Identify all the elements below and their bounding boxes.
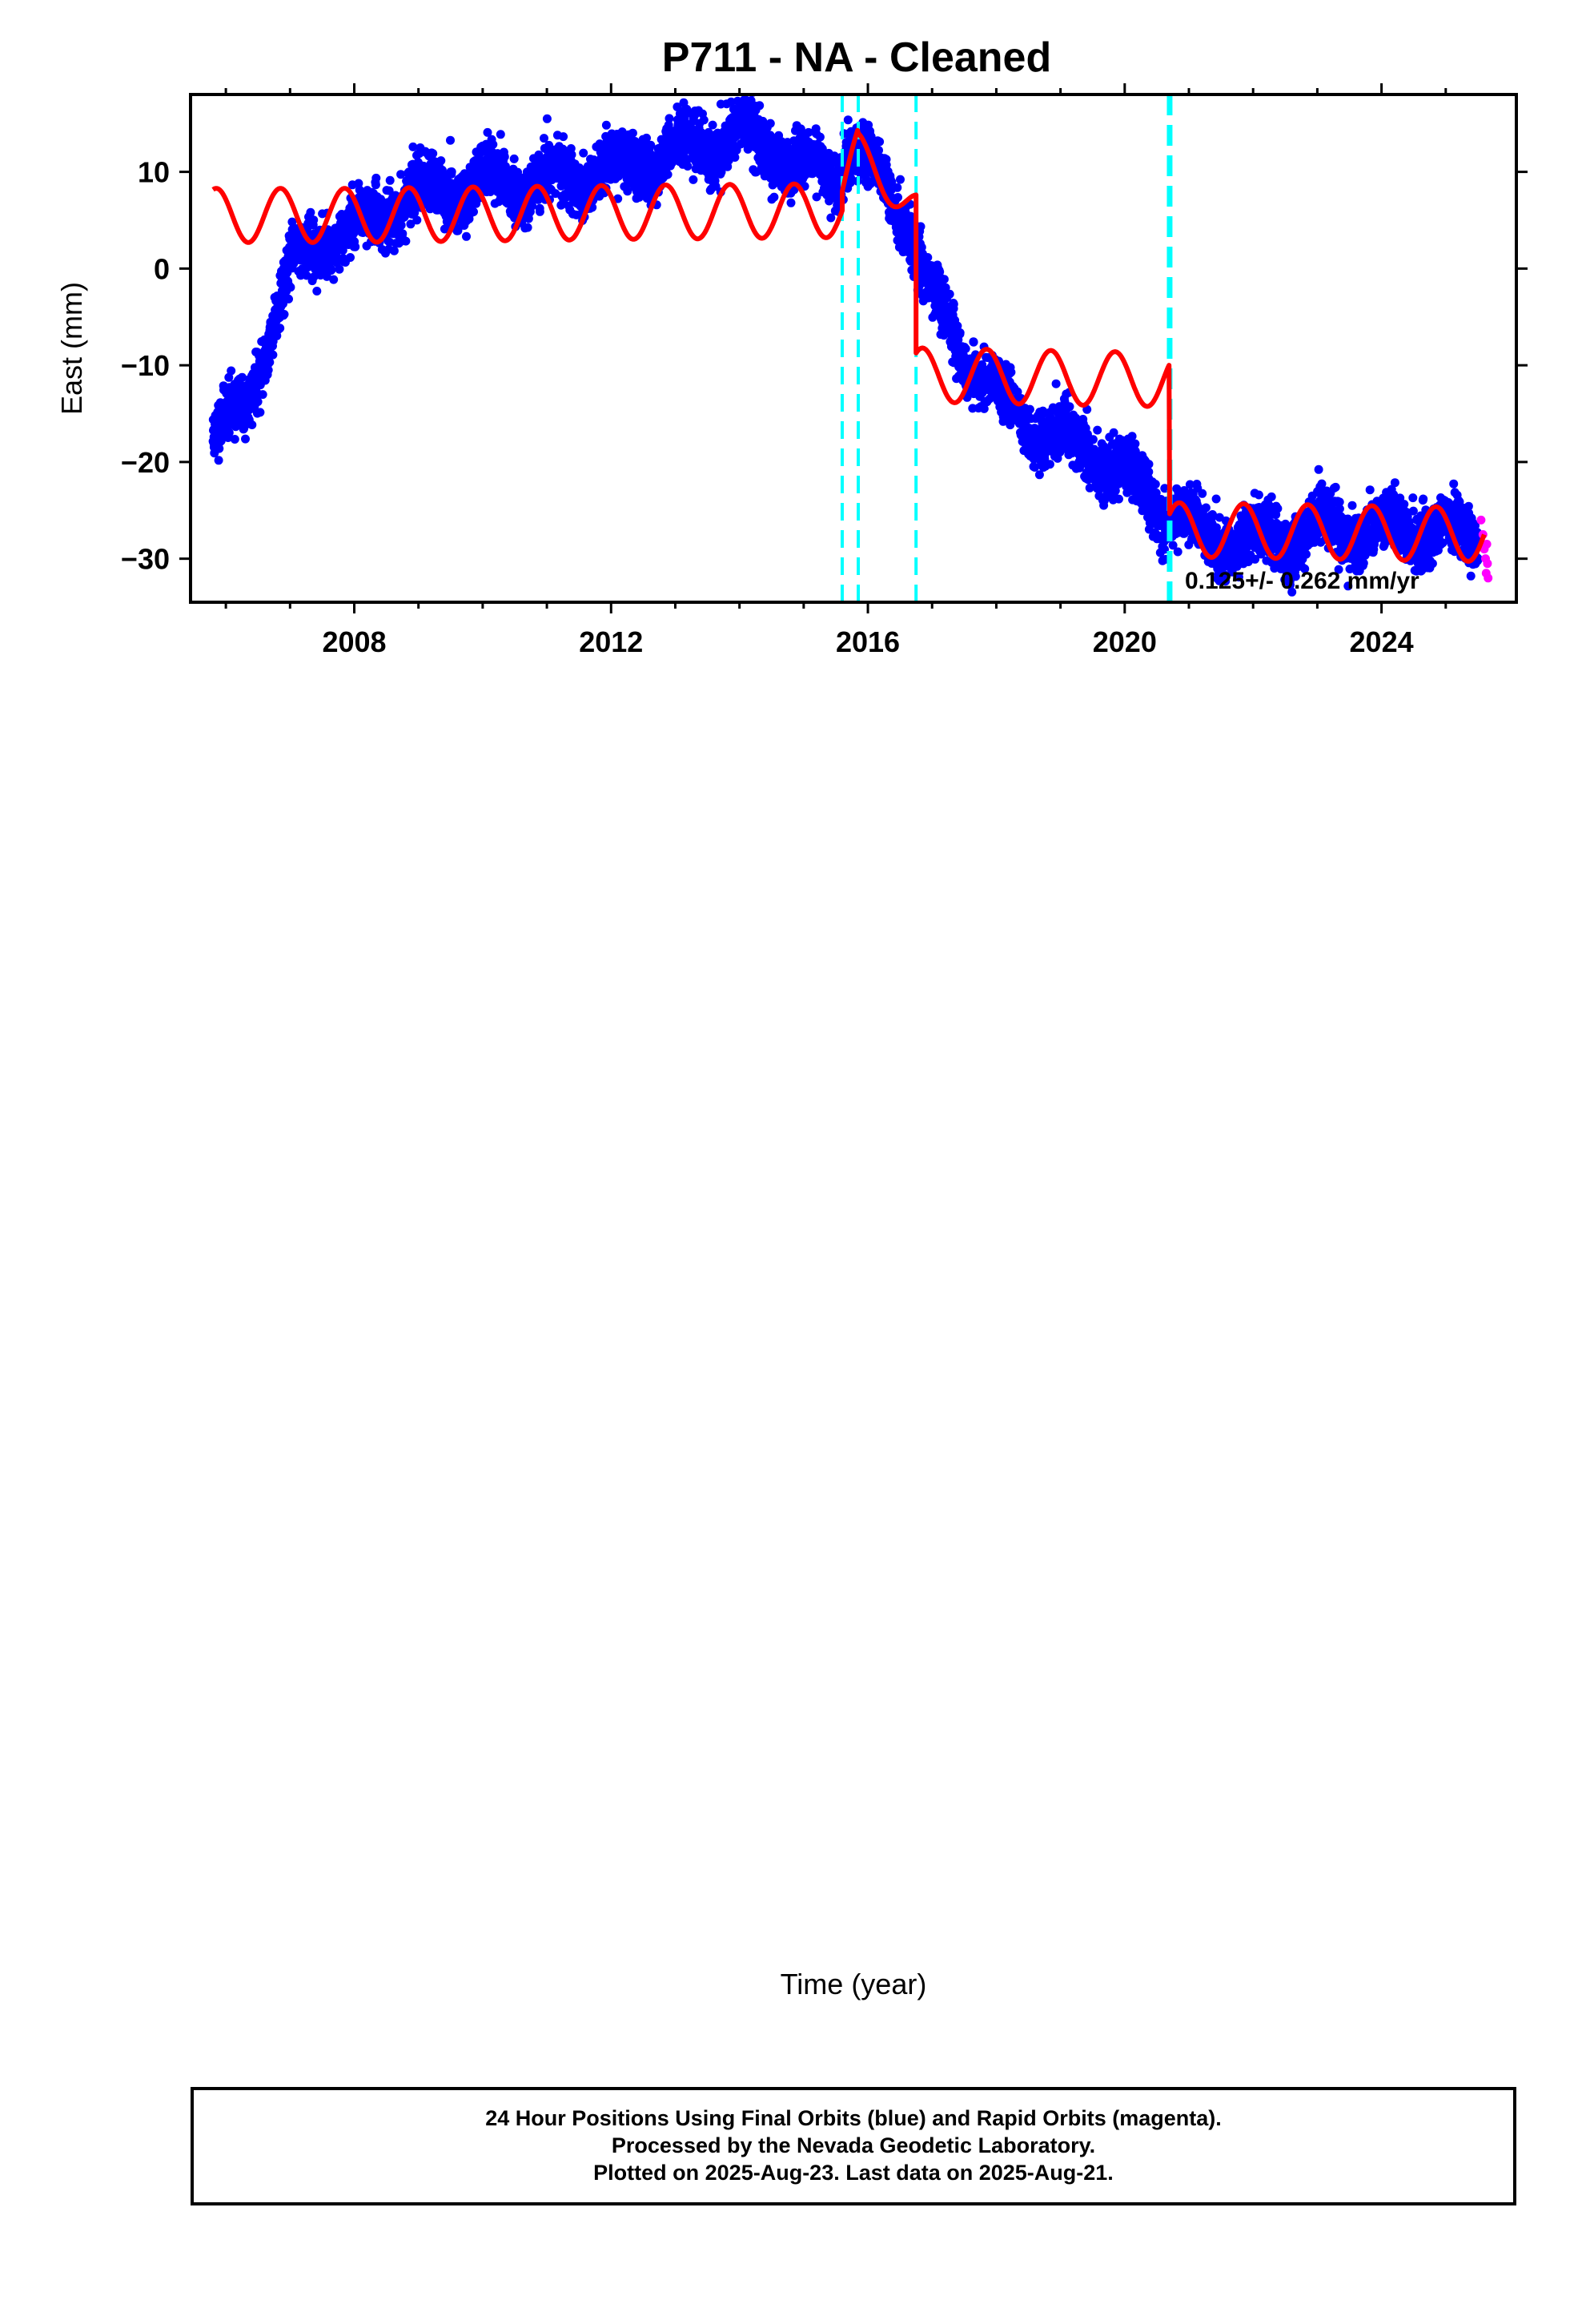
final-orbit-point	[259, 390, 267, 399]
final-orbit-point	[664, 170, 673, 179]
final-orbit-point	[401, 237, 410, 246]
final-orbit-point	[923, 253, 932, 262]
final-orbit-point	[255, 408, 264, 416]
final-orbit-point	[390, 247, 399, 255]
final-orbit-point	[448, 167, 456, 176]
final-orbit-point	[215, 456, 223, 464]
final-orbit-point	[306, 208, 315, 217]
final-orbit-point	[436, 156, 445, 165]
final-orbit-point	[329, 275, 338, 284]
final-orbit-point	[286, 283, 295, 292]
final-orbit-point	[351, 243, 359, 251]
final-orbit-point	[1026, 405, 1034, 414]
final-orbit-point	[962, 344, 970, 353]
final-orbit-point	[816, 133, 825, 142]
final-orbit-point	[398, 229, 407, 238]
final-orbit-point	[1052, 380, 1061, 388]
final-orbit-point	[1006, 368, 1015, 376]
final-orbit-point	[844, 115, 853, 124]
final-orbit-point	[628, 129, 637, 138]
final-orbit-point	[268, 351, 277, 360]
final-orbit-point	[327, 265, 336, 274]
final-orbit-point	[335, 265, 343, 274]
final-orbit-point	[709, 121, 717, 130]
final-orbit-point	[946, 290, 954, 299]
final-orbit-point	[874, 146, 883, 155]
final-orbit-point	[766, 119, 775, 128]
final-orbit-point	[940, 275, 949, 283]
final-orbit-point	[496, 130, 505, 139]
final-orbit-point	[689, 175, 697, 184]
final-orbit-point	[312, 287, 321, 296]
final-orbit-point	[559, 132, 568, 141]
final-orbit-point	[247, 420, 256, 429]
final-orbit-point	[386, 176, 395, 185]
final-orbit-point	[970, 338, 978, 347]
final-orbit-point	[543, 115, 552, 123]
final-orbit-point	[602, 121, 611, 130]
final-orbit-point	[1066, 402, 1074, 411]
final-orbit-point	[665, 114, 674, 123]
final-orbit-point	[446, 136, 455, 145]
final-orbit-point	[231, 435, 239, 444]
final-orbit-point	[579, 149, 588, 158]
final-orbit-point	[1046, 460, 1054, 468]
final-orbit-point	[275, 324, 284, 332]
final-orbit-point	[488, 140, 497, 149]
final-orbit-point	[462, 232, 471, 241]
final-orbit-point	[755, 101, 764, 110]
final-orbit-point	[469, 207, 478, 216]
final-orbit-point	[893, 183, 901, 192]
final-orbit-point	[524, 223, 532, 232]
final-orbit-point	[769, 193, 778, 202]
final-orbit-point	[683, 162, 692, 171]
final-orbit-point	[893, 193, 902, 202]
final-orbit-point	[568, 151, 576, 159]
final-orbit-point	[896, 175, 905, 184]
final-orbit-point	[412, 215, 421, 224]
final-orbit-point	[500, 152, 509, 161]
final-orbit-point	[428, 149, 437, 158]
final-orbit-point	[264, 366, 273, 375]
final-orbit-point	[875, 138, 884, 147]
final-orbit-point	[700, 115, 709, 124]
final-orbit-point	[254, 397, 263, 406]
final-orbit-point	[510, 155, 519, 163]
final-orbit-point	[536, 207, 544, 216]
final-orbit-point	[309, 215, 318, 224]
final-orbit-point	[950, 300, 958, 308]
final-orbit-point	[280, 310, 289, 319]
final-orbit-point	[371, 174, 380, 183]
final-orbit-point	[227, 367, 235, 376]
final-orbit-point	[241, 435, 250, 444]
final-orbit-point	[956, 328, 965, 337]
final-orbit-point	[284, 295, 293, 304]
final-orbit-point	[787, 199, 796, 207]
final-orbit-point	[346, 253, 355, 262]
